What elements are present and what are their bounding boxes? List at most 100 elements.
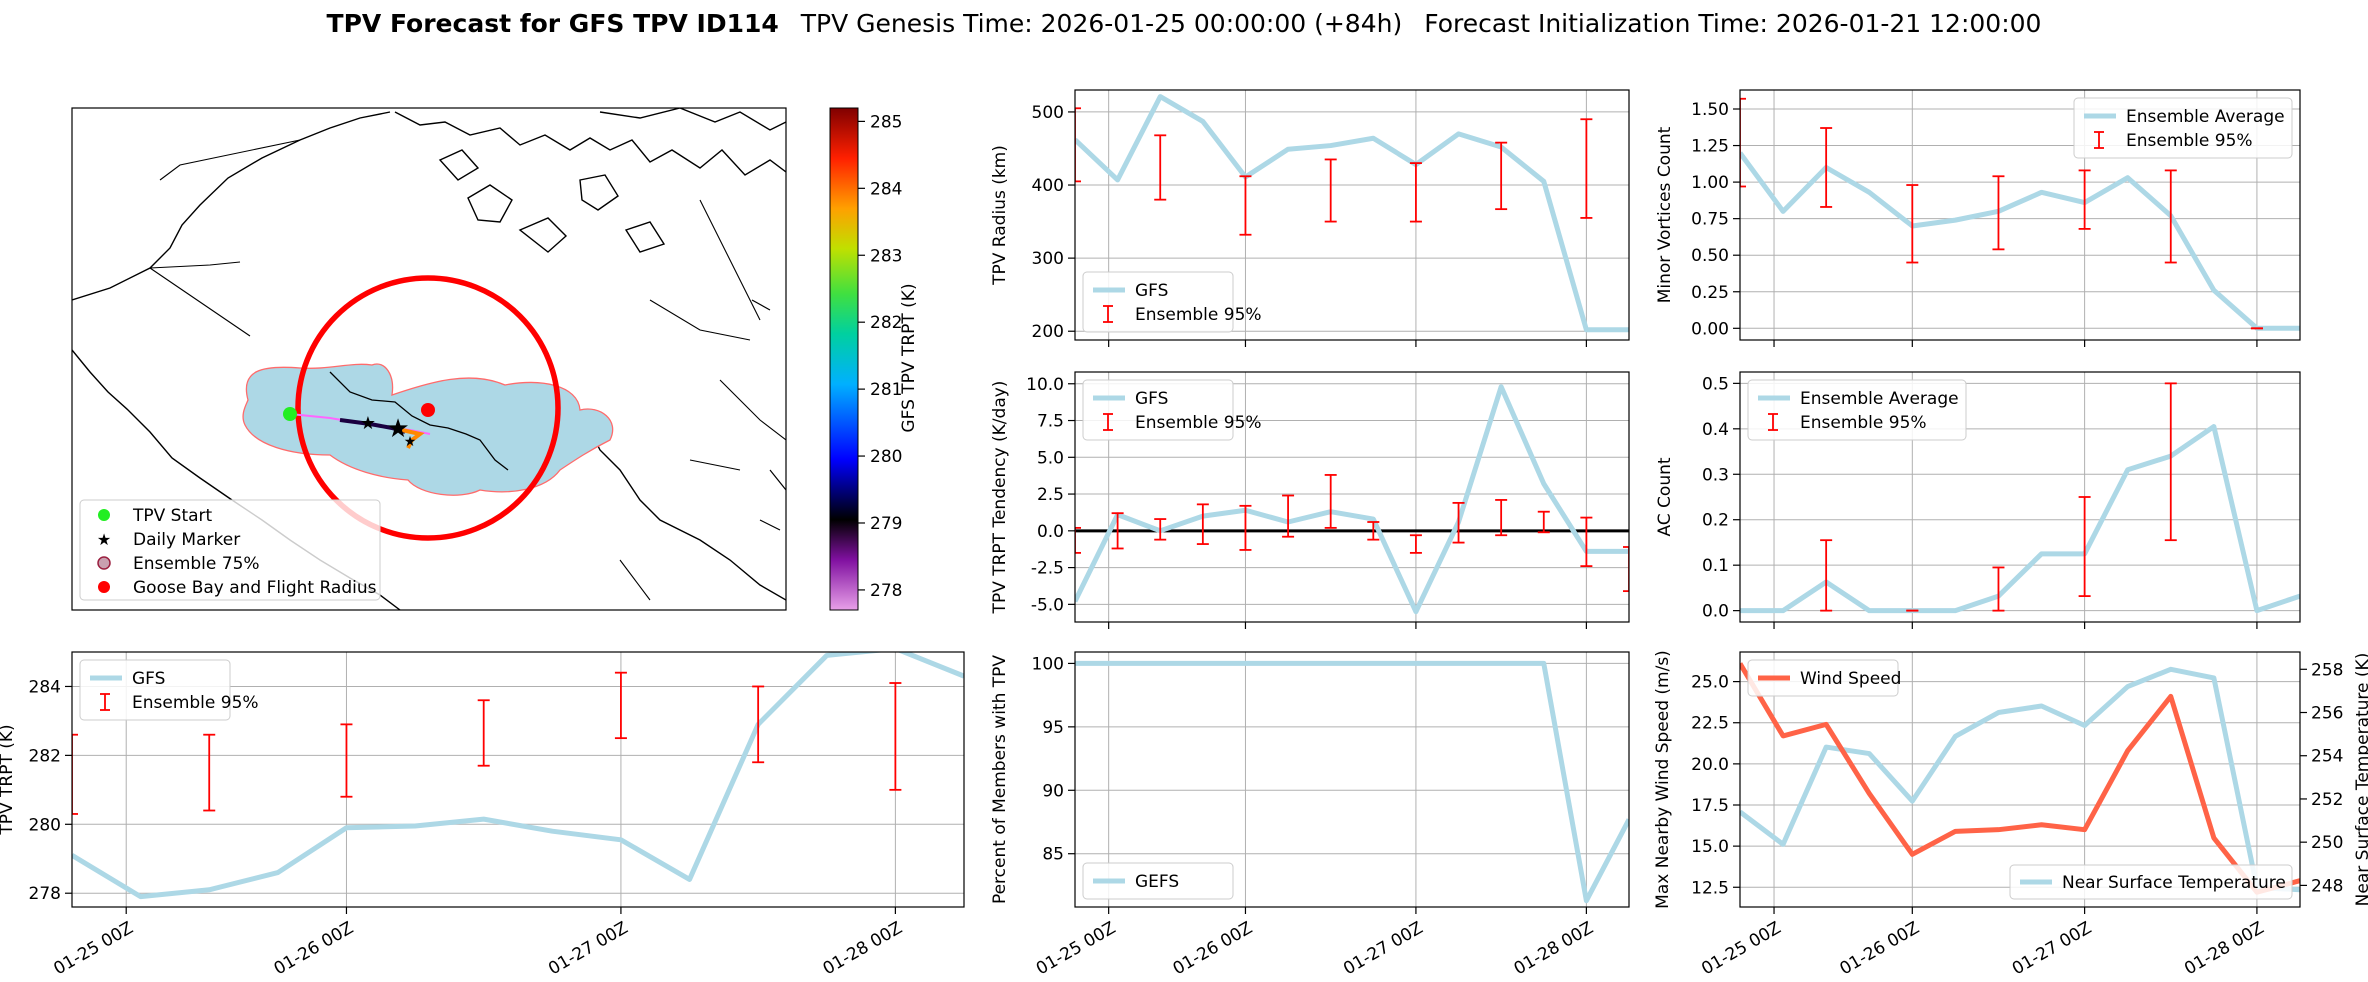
plot-frame (1739, 651, 2301, 908)
y-tick-label: 200 (1032, 322, 1064, 342)
y-tick-label: 400 (1032, 176, 1064, 196)
legend-label: Ensemble 95% (1135, 413, 1262, 433)
legend-daily-marker: Daily Marker (133, 530, 240, 550)
errorbar (1075, 107, 1081, 183)
errorbar (1906, 184, 1919, 264)
colorbar-tick-label: 280 (870, 447, 902, 467)
errorbar (2164, 169, 2177, 264)
plot-frame (1074, 651, 1630, 908)
y2-tick-label: 256 (2311, 704, 2343, 724)
y-tick-label: 280 (29, 815, 61, 835)
series-line (1075, 660, 1629, 904)
series-line (1740, 424, 2300, 614)
x-tick-label: 01-28 00Z (2181, 918, 2267, 979)
plot-frame (1739, 371, 2301, 623)
y2-tick-label: 252 (2311, 790, 2343, 810)
legend: Ensemble Average Ensemble 95% (1747, 379, 1967, 441)
tpv-track-dark (339, 418, 406, 434)
errorbar (1367, 521, 1380, 541)
legend-label: GFS (1135, 281, 1168, 301)
x-tick-label: 01-25 00Z (1033, 918, 1119, 979)
errorbar (477, 699, 490, 767)
borders (149, 199, 786, 601)
y-axis-label: TPV TRPT Tendency (K/day) (990, 381, 1010, 615)
legend: Wind Speed Near Surface Temperature (1747, 659, 2293, 900)
y-tick-label: 284 (29, 677, 61, 697)
map-legend: TPV Start ★ Daily Marker Ensemble 75% Go… (79, 499, 381, 601)
errorbar (1580, 118, 1593, 219)
errorbar (1495, 499, 1508, 537)
chart-ac: 0.0 0.1 0.2 0.3 0.4 0.5 AC Count Ensemble Avera… (1655, 371, 2301, 629)
errorbar (614, 671, 627, 740)
legend-label: Wind Speed (1800, 669, 1901, 689)
plot-frame (1074, 89, 1630, 341)
errorbar (2164, 382, 2177, 542)
chart-percent: 85 90 95 100 01-25 00Z 01-26 00Z 01-27 00Z 01-2… (990, 651, 1630, 979)
plot-marks (1740, 662, 2300, 895)
map-panel: ★ ★ ★ TPV Start ★ Daily Marker Ensemble … (71, 107, 919, 611)
y-tick-label: 1.25 (1691, 137, 1729, 157)
y-tick-label: 0.0 (1037, 522, 1064, 542)
y-axis-label: AC Count (1655, 457, 1675, 536)
legend-ensemble-icon (97, 556, 111, 570)
y2-tick-label: 250 (2311, 833, 2343, 853)
figure-title: TPV Forecast for GFS TPV ID114 TPV Genesi… (327, 9, 2042, 38)
legend: GFS Ensemble 95% (1082, 271, 1262, 333)
colorbar-tick-label: 285 (870, 112, 902, 132)
errorbar (1409, 534, 1422, 554)
plot-marks (1075, 94, 1629, 333)
series-line-temperature (1740, 666, 2300, 893)
y-tick-label: 12.5 (1691, 878, 1729, 898)
colorbar-tick-label: 281 (870, 380, 902, 400)
x-tick-label: 01-26 00Z (271, 918, 357, 979)
chart-wind: 12.5 15.0 17.5 20.0 22.5 25.0 01-25 00Z 01-26 0… (1653, 650, 2368, 979)
legend-label: Ensemble 95% (132, 693, 259, 713)
errorbar (1075, 526, 1081, 554)
y-tick-label: 0.4 (1702, 420, 1729, 440)
ensemble-75-area (242, 363, 614, 496)
chart-tendency: -5.0 -2.5 0.0 2.5 5.0 7.5 10.0 TPV TRPT Tendenc… (990, 371, 1630, 629)
y-tick-label: 20.0 (1691, 755, 1729, 775)
plot-marks (1740, 382, 2300, 614)
legend: GFS Ensemble 95% (1082, 379, 1262, 441)
legend-label: Ensemble 95% (1800, 413, 1927, 433)
errorbar (1239, 175, 1252, 236)
colorbar-tick-label: 283 (870, 246, 902, 266)
y-tick-label: 0.0 (1702, 602, 1729, 622)
alaska-line (159, 139, 301, 181)
flight-line (149, 261, 241, 269)
tpv-track-warm (401, 428, 425, 449)
y2-tick-label: 248 (2311, 876, 2343, 896)
x-tick-label: 01-28 00Z (820, 918, 906, 979)
title-genesis: TPV Genesis Time: 2026-01-25 00:00:00 (+… (800, 9, 1402, 38)
y-tick-label: 85 (1042, 845, 1064, 865)
colorbar-label: GFS TPV TRPT (K) (899, 283, 919, 432)
errorbar (1580, 516, 1593, 568)
y-tick-label: 1.00 (1691, 173, 1729, 193)
legend-label: Ensemble 95% (1135, 305, 1262, 325)
y-axis-label: TPV TRPT (K) (0, 724, 17, 835)
y-axis-label: Minor Vortices Count (1655, 126, 1675, 303)
daily-marker-1: ★ (360, 413, 376, 434)
x-tick-label: 01-27 00Z (545, 918, 631, 979)
y-tick-label: 7.5 (1037, 412, 1064, 432)
map-content: ★ ★ ★ (72, 108, 786, 610)
legend-label: GFS (132, 669, 165, 689)
series-line (1740, 151, 2300, 331)
errorbar (1820, 539, 1833, 612)
y-tick-label: 95 (1042, 718, 1064, 738)
colorbar: 278 279 280 281 282 283 284 285 GFS TPV TRPT (K… (829, 107, 919, 611)
y-tick-label: -2.5 (1031, 559, 1064, 579)
y2-tick-label: 258 (2311, 660, 2343, 680)
colorbar-tick-label: 279 (870, 514, 902, 534)
y-tick-label: 17.5 (1691, 796, 1729, 816)
legend-label: Ensemble 95% (2126, 131, 2253, 151)
y-tick-label: 0.3 (1702, 465, 1729, 485)
y-tick-label: 0.25 (1691, 283, 1729, 303)
coastline-islands (438, 149, 666, 253)
x-tick-label: 01-25 00Z (50, 918, 136, 979)
legend: GFS Ensemble 95% (79, 659, 259, 721)
y-tick-label: 0.5 (1702, 374, 1729, 394)
errorbar (1111, 512, 1124, 550)
y2-tick-label: 254 (2311, 747, 2343, 767)
